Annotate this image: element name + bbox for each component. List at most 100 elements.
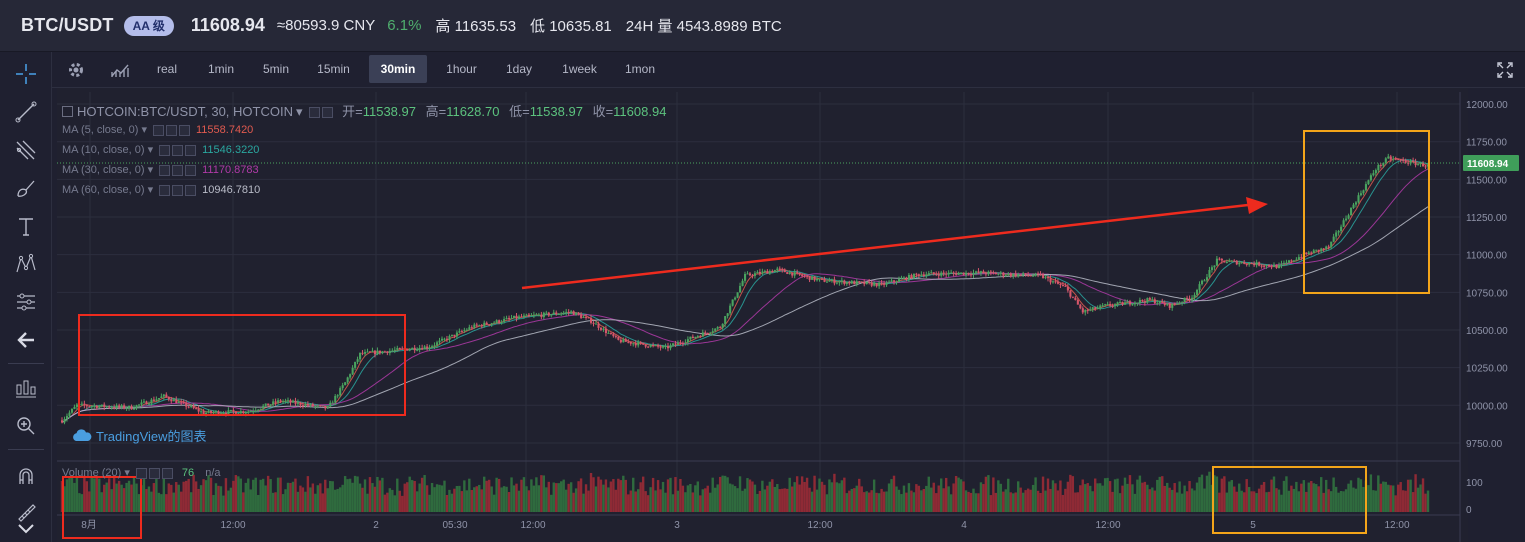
dropdown-caret-icon[interactable]: ▾ — [124, 467, 130, 479]
candle — [604, 325, 608, 337]
volume-bar — [1419, 484, 1422, 512]
text-icon[interactable] — [12, 212, 40, 240]
candle — [1347, 213, 1350, 220]
candle — [177, 398, 180, 404]
legend-buttons[interactable] — [159, 164, 197, 176]
legend-buttons[interactable] — [159, 184, 197, 196]
candle — [744, 271, 747, 284]
trend-line-icon[interactable] — [12, 98, 40, 126]
volume-bar — [1148, 489, 1152, 512]
fib-icon[interactable] — [12, 136, 40, 164]
ma-legend-2[interactable]: MA (30, close, 0) ▾ 11170.8783 — [62, 163, 259, 176]
volume-bar — [545, 487, 548, 512]
timeframe-1week[interactable]: 1week — [562, 62, 597, 76]
candle — [781, 267, 784, 273]
timeframe-real[interactable]: real — [156, 62, 177, 76]
candle — [403, 347, 406, 351]
indicator-chart-icon[interactable] — [108, 58, 132, 82]
volume-bar — [371, 483, 374, 512]
brush-icon[interactable] — [12, 174, 40, 202]
magnet-icon[interactable] — [12, 462, 40, 490]
pair-title[interactable]: BTC/USDT — [21, 15, 114, 35]
candle — [167, 396, 170, 402]
volume-bar — [428, 494, 431, 512]
volume-bar — [788, 477, 791, 512]
volume-bar — [1250, 491, 1253, 512]
measure-icon[interactable] — [12, 498, 40, 526]
volume-bar — [1339, 490, 1343, 512]
candle — [756, 270, 759, 274]
candle — [577, 311, 580, 316]
candle — [465, 328, 468, 332]
legend-buttons[interactable] — [308, 107, 333, 119]
dropdown-caret-icon[interactable]: ▾ — [295, 104, 303, 119]
timeframe-5min[interactable]: 5min — [262, 62, 289, 76]
symbol-legend[interactable]: HOTCOIN:BTC/USDT, 30, HOTCOIN ▾ 开=11538.9… — [62, 101, 666, 120]
back-arrow-icon[interactable] — [12, 326, 40, 354]
volume-bar — [1332, 477, 1335, 512]
volume-bar — [1200, 474, 1204, 512]
candle — [1071, 296, 1074, 299]
candle — [1350, 207, 1353, 216]
volume-tick: 0 — [1466, 505, 1472, 516]
ma-legend-0[interactable]: MA (5, close, 0) ▾ 11558.7420 — [62, 123, 253, 136]
prediction-icon[interactable] — [12, 288, 40, 316]
ruler-icon[interactable] — [12, 374, 40, 402]
volume-bar — [286, 482, 290, 512]
candle — [850, 280, 853, 284]
fullscreen-icon[interactable] — [1493, 58, 1517, 82]
volume-bar — [897, 489, 901, 512]
pattern-icon[interactable] — [12, 250, 40, 278]
legend-buttons[interactable] — [159, 144, 197, 156]
volume-bar — [1406, 479, 1410, 512]
volume-bar — [694, 485, 697, 512]
volume-bar — [1396, 484, 1400, 512]
candle — [1200, 279, 1204, 286]
timeframe-1mon[interactable]: 1mon — [624, 62, 656, 76]
dropdown-caret-icon[interactable]: ▾ — [144, 164, 154, 176]
dropdown-caret-icon[interactable]: ▾ — [138, 124, 147, 136]
chevron-down-icon[interactable] — [12, 514, 40, 542]
crosshair-icon[interactable] — [12, 60, 40, 88]
candle — [426, 343, 429, 351]
volume-bar — [659, 489, 662, 512]
candle — [1151, 296, 1154, 301]
timeframe-15min[interactable]: 15min — [317, 62, 350, 76]
tradingview-watermark[interactable]: TradingView的图表 — [72, 426, 207, 445]
legend-buttons[interactable] — [135, 467, 173, 479]
ma-legend-1[interactable]: MA (10, close, 0) ▾ 11546.3220 — [62, 143, 259, 156]
candle — [195, 406, 198, 410]
volume-bar — [1392, 485, 1395, 512]
dropdown-caret-icon[interactable]: ▾ — [144, 144, 154, 156]
zoom-icon[interactable] — [12, 412, 40, 440]
volume-bar — [634, 491, 637, 512]
last-price: 11608.94 — [190, 15, 265, 35]
dropdown-caret-icon[interactable]: ▾ — [144, 184, 154, 196]
candle — [1399, 158, 1402, 163]
gear-icon[interactable] — [64, 58, 88, 82]
candle — [823, 276, 826, 283]
timeframe-1hour[interactable]: 1hour — [446, 62, 477, 76]
candle — [219, 411, 223, 416]
volume-bar — [1009, 492, 1012, 512]
collapse-icon[interactable] — [62, 106, 73, 117]
volume-bar — [1017, 481, 1020, 512]
candle — [75, 402, 79, 410]
volume-bar — [1026, 488, 1030, 512]
candle — [1037, 271, 1040, 278]
timeframe-1min[interactable]: 1min — [207, 62, 234, 76]
candle — [647, 345, 650, 349]
candle — [1089, 306, 1092, 312]
legend-buttons[interactable] — [153, 124, 190, 136]
ohlc-open: 11538.97 — [362, 104, 416, 119]
candle — [572, 310, 575, 316]
volume-bar — [274, 492, 277, 512]
candle — [982, 269, 985, 274]
ma-legend-3[interactable]: MA (60, close, 0) ▾ 10946.7810 — [62, 183, 260, 196]
volume-bar — [741, 490, 744, 512]
timeframe-30min[interactable]: 30min — [369, 55, 427, 83]
timeframe-1day[interactable]: 1day — [505, 62, 533, 76]
volume-bar — [1235, 491, 1238, 512]
volume-legend[interactable]: Volume (20) ▾ 76 n/a — [62, 466, 221, 479]
volume-bar — [403, 483, 406, 512]
